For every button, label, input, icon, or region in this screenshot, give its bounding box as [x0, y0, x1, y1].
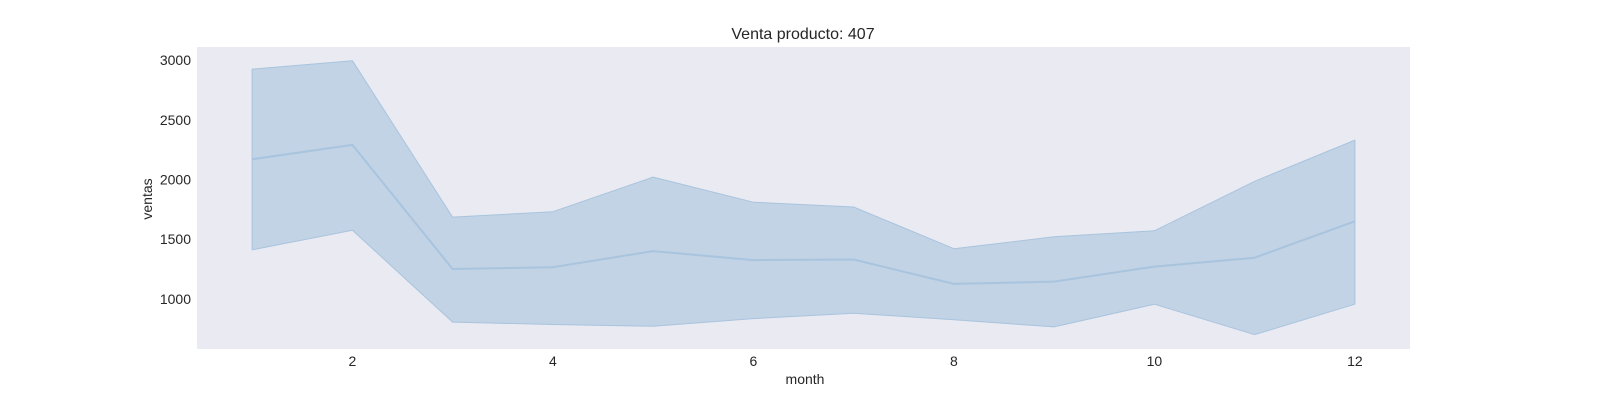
data-point: [952, 282, 956, 286]
confidence-band: [251, 60, 1356, 336]
data-point: [551, 265, 555, 269]
series-line: [251, 143, 1356, 285]
data-point: [451, 267, 455, 271]
y-tick-label: 3000: [160, 52, 191, 68]
x-tick-label: 2: [349, 353, 357, 369]
data-point: [1253, 256, 1257, 260]
x-axis-ticks: 2 4 6 8 10 12: [349, 353, 1363, 369]
x-tick-label: 8: [950, 353, 958, 369]
y-tick-label: 2500: [160, 112, 191, 128]
x-axis-label: month: [786, 371, 825, 387]
x-tick-label: 10: [1147, 353, 1163, 369]
y-axis-label: ventas: [139, 178, 155, 219]
data-point: [250, 157, 254, 161]
data-point: [1353, 219, 1357, 223]
y-tick-label: 1000: [160, 291, 191, 307]
data-point: [751, 258, 755, 262]
x-tick-label: 12: [1347, 353, 1363, 369]
confidence-band-layer: [251, 60, 1356, 336]
y-tick-label: 2000: [160, 172, 191, 188]
chart-title: Venta producto: 407: [731, 26, 874, 43]
series-line-layer: [250, 143, 1357, 286]
data-point: [1052, 280, 1056, 284]
x-tick-label: 6: [750, 353, 758, 369]
x-tick-label: 4: [549, 353, 557, 369]
data-point: [1152, 265, 1156, 269]
data-point: [350, 143, 354, 147]
data-point: [651, 249, 655, 253]
y-tick-label: 1500: [160, 231, 191, 247]
y-axis-ticks: 1000 1500 2000 2500 3000: [160, 52, 191, 307]
data-point: [852, 258, 856, 262]
